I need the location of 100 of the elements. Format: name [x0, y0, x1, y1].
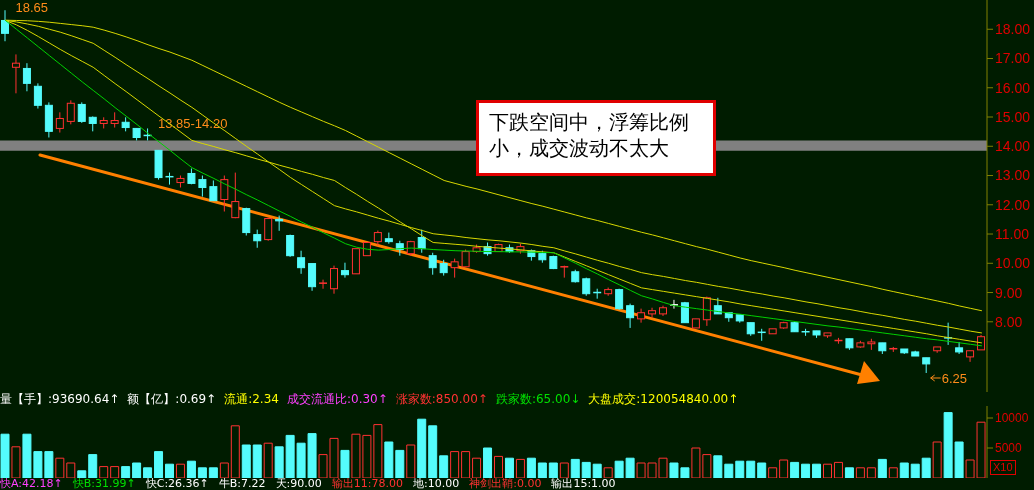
bar — [790, 461, 800, 478]
bar — [186, 460, 196, 478]
candlestick — [1, 9, 9, 42]
annotation: 18.65 — [15, 0, 49, 16]
bar — [735, 460, 745, 478]
annotation: 地:10.00 — [412, 477, 460, 490]
candlestick — [428, 252, 437, 276]
y-tick-label: 5000 — [995, 441, 1023, 456]
candlestick — [209, 180, 218, 202]
candlestick — [330, 265, 338, 295]
bar — [899, 462, 909, 478]
bar — [450, 451, 460, 478]
bar — [395, 449, 405, 478]
bar — [241, 444, 251, 478]
bar — [165, 463, 174, 478]
candlestick — [648, 307, 657, 319]
bar — [724, 463, 734, 478]
bar — [559, 462, 569, 478]
annotation: 下跌空间中，浮筹比例小，成交波动不太大 — [476, 100, 716, 176]
bar — [866, 467, 876, 478]
bar — [439, 455, 449, 478]
bar — [581, 461, 591, 478]
y-tick-label: 15.00 — [995, 108, 1031, 125]
bar — [603, 467, 613, 478]
bar — [208, 467, 218, 478]
y-tick-label: 10.00 — [995, 255, 1031, 272]
bar — [812, 463, 822, 478]
bar — [494, 455, 503, 478]
candlestick — [318, 279, 328, 290]
bar — [855, 467, 865, 478]
annotation: 快C:26.36↑ — [145, 477, 209, 490]
candlestick — [308, 263, 317, 292]
bar — [461, 451, 471, 478]
candlestick — [340, 262, 349, 279]
bar — [570, 458, 580, 478]
annotation: 跌家数:65.00↓ — [495, 392, 581, 406]
y-tick-label: 16.00 — [995, 79, 1031, 96]
bar — [526, 457, 536, 478]
bar — [713, 455, 723, 478]
annotation: 输出11:78.00 — [331, 477, 403, 490]
bar — [844, 467, 854, 478]
candlestick — [253, 229, 262, 249]
annotation: 量【手】:93690.64↑ — [0, 392, 120, 406]
bar — [143, 467, 153, 478]
candlestick — [77, 101, 86, 124]
bar — [197, 467, 207, 478]
bar — [779, 459, 789, 478]
bar — [0, 433, 10, 478]
candlestick — [55, 111, 64, 134]
bar — [55, 457, 65, 478]
bar — [252, 444, 262, 478]
candlestick — [297, 250, 306, 275]
bar — [537, 462, 547, 478]
y-tick-label: 9.00 — [995, 284, 1023, 301]
candlestick — [220, 175, 229, 212]
bar — [175, 463, 185, 478]
candlestick — [450, 258, 459, 279]
bar — [921, 457, 931, 478]
y-tick-label: 12.00 — [995, 196, 1031, 213]
bar — [548, 462, 558, 478]
annotation: 大盘成交:120054840.00↑ — [588, 392, 739, 406]
bar — [88, 454, 98, 478]
bar — [121, 466, 131, 478]
candlestick — [231, 172, 240, 219]
bar — [833, 461, 843, 478]
bar — [406, 444, 416, 478]
bar — [877, 458, 887, 478]
y-tick-label: 10000 — [995, 411, 1029, 426]
bar — [910, 463, 920, 478]
bar — [768, 467, 778, 478]
bar — [746, 460, 756, 478]
bar — [263, 442, 273, 478]
bar — [99, 466, 109, 478]
bar — [472, 457, 482, 478]
bar — [504, 457, 514, 478]
bar — [757, 462, 767, 478]
y-tick-label: 18.00 — [995, 21, 1031, 38]
candlestick — [626, 303, 635, 329]
annotation: 成交流通比:0.30↑ — [286, 392, 388, 406]
bar — [515, 458, 525, 478]
candlestick — [22, 62, 31, 92]
annotation: 快A:42.18↑ — [0, 477, 63, 490]
candlestick — [198, 175, 207, 198]
bar — [592, 463, 602, 478]
y-tick-label: 11.00 — [995, 226, 1030, 242]
bar — [77, 470, 87, 478]
bar — [801, 463, 811, 478]
bar — [428, 425, 438, 478]
annotation: 额【亿】:0.69↑ — [127, 392, 217, 406]
y-tick-label: 17.00 — [995, 50, 1031, 67]
text: X10 — [990, 460, 1016, 475]
annotation: 输出15:1.00 — [551, 477, 616, 490]
candlestick — [66, 99, 75, 125]
annotation: 流通:2.34 — [224, 392, 279, 406]
bar — [340, 449, 350, 478]
candlestick — [11, 53, 20, 94]
bar — [154, 451, 164, 478]
bar — [110, 466, 120, 478]
annotation: 天:90.00 — [275, 477, 322, 490]
bar — [888, 467, 898, 478]
